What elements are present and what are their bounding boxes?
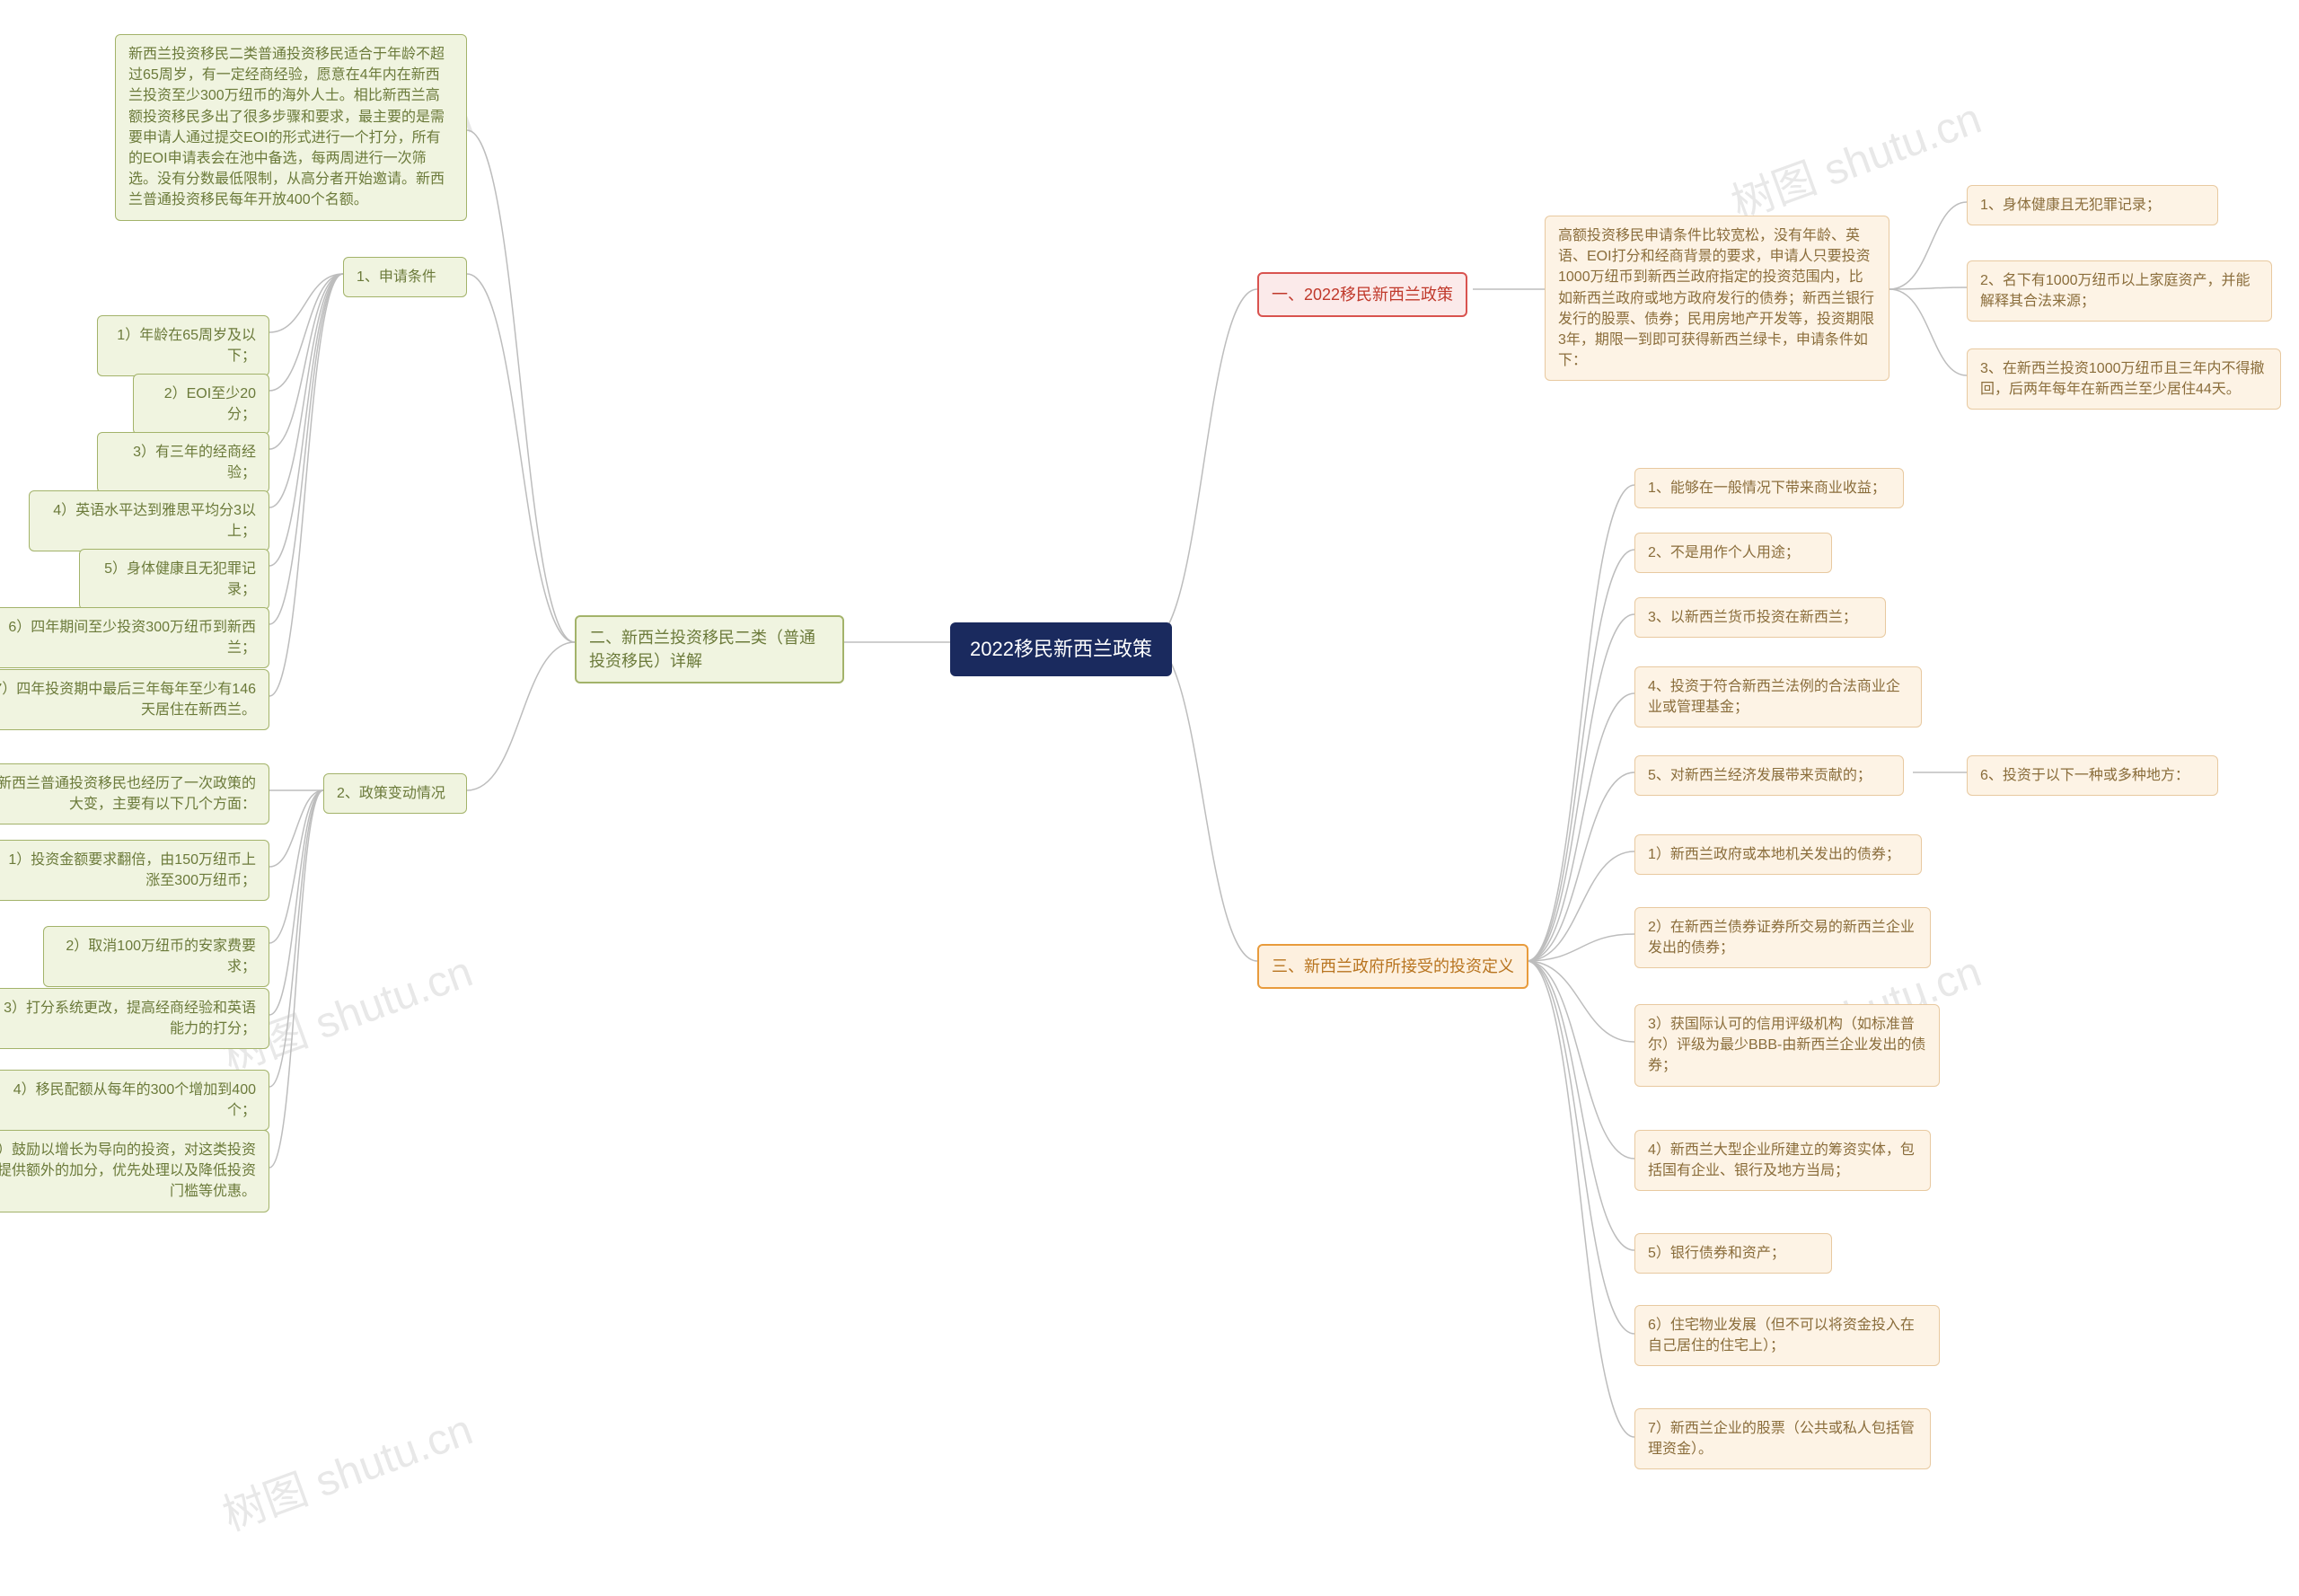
branch3-a-item: 5、对新西兰经济发展带来贡献的； [1634, 755, 1904, 796]
branch3-a-item: 3、以新西兰货币投资在新西兰； [1634, 597, 1886, 638]
branch2-sec1-item: 5）身体健康且无犯罪记录； [79, 549, 269, 610]
branch1-desc: 高额投资移民申请条件比较宽松，没有年龄、英语、EOI打分和经商背景的要求，申请人… [1545, 216, 1889, 381]
branch1-item: 3、在新西兰投资1000万纽币且三年内不得撤回，后两年每年在新西兰至少居住44天… [1967, 348, 2281, 410]
branch3-a-item: 1、能够在一般情况下带来商业收益； [1634, 468, 1904, 508]
branch3-a-item: 4、投资于符合新西兰法例的合法商业企业或管理基金； [1634, 666, 1922, 727]
branch3-b-item: 2）在新西兰债券证券所交易的新西兰企业发出的债券； [1634, 907, 1931, 968]
branch3-node: 三、新西兰政府所接受的投资定义 [1257, 944, 1528, 989]
branch3-b-item: 5）银行债券和资产； [1634, 1233, 1832, 1274]
watermark: 树图 shutu.cn [213, 1394, 480, 1542]
watermark: 树图 shutu.cn [1722, 83, 1988, 231]
branch2-node: 二、新西兰投资移民二类（普通投资移民）详解 [575, 615, 844, 683]
branch2-sec1-label: 1、申请条件 [343, 257, 467, 297]
branch2-sec2-intro: 新西兰普通投资移民也经历了一次政策的大变，主要有以下几个方面： [0, 763, 269, 824]
branch2-sec2-item: 1）投资金额要求翻倍，由150万纽币上涨至300万纽币； [0, 840, 269, 901]
branch3-a-label: 6、投资于以下一种或多种地方： [1967, 755, 2218, 796]
branch2-sec2-item: 4）移民配额从每年的300个增加到400个； [0, 1070, 269, 1131]
branch3-b-item: 7）新西兰企业的股票（公共或私人包括管理资金）。 [1634, 1408, 1931, 1469]
branch2-sec1-item: 7）四年投资期中最后三年每年至少有146天居住在新西兰。 [0, 669, 269, 730]
branch2-intro: 新西兰投资移民二类普通投资移民适合于年龄不超过65周岁，有一定经商经验，愿意在4… [115, 34, 467, 221]
branch3-b-item: 4）新西兰大型企业所建立的筹资实体，包括国有企业、银行及地方当局； [1634, 1130, 1931, 1191]
branch3-b-item: 1）新西兰政府或本地机关发出的债券； [1634, 834, 1922, 875]
branch3-b-item: 3）获国际认可的信用评级机构（如标准普尔）评级为最少BBB-由新西兰企业发出的债… [1634, 1004, 1940, 1087]
branch1-node: 一、2022移民新西兰政策 [1257, 272, 1467, 317]
branch3-a-item: 2、不是用作个人用途； [1634, 533, 1832, 573]
branch3-b-item: 6）住宅物业发展（但不可以将资金投入在自己居住的住宅上）； [1634, 1305, 1940, 1366]
branch2-sec2-item: 2）取消100万纽币的安家费要求； [43, 926, 269, 987]
branch2-sec1-item: 6）四年期间至少投资300万纽币到新西兰； [0, 607, 269, 668]
branch2-sec2-item: 3）打分系统更改，提高经商经验和英语能力的打分； [0, 988, 269, 1049]
branch2-sec1-item: 1）年龄在65周岁及以下； [97, 315, 269, 376]
branch2-sec1-item: 3）有三年的经商经验； [97, 432, 269, 493]
branch2-sec1-item: 2）EOI至少20分； [133, 374, 269, 435]
branch2-sec2-item: 5）鼓励以增长为导向的投资，对这类投资提供额外的加分，优先处理以及降低投资门槛等… [0, 1130, 269, 1212]
root-node: 2022移民新西兰政策 [950, 622, 1172, 676]
branch2-sec2-label: 2、政策变动情况 [323, 773, 467, 814]
branch1-item: 2、名下有1000万纽币以上家庭资产，并能解释其合法来源； [1967, 260, 2272, 322]
branch1-item: 1、身体健康且无犯罪记录； [1967, 185, 2218, 225]
branch2-sec1-item: 4）英语水平达到雅思平均分3以上； [29, 490, 269, 551]
